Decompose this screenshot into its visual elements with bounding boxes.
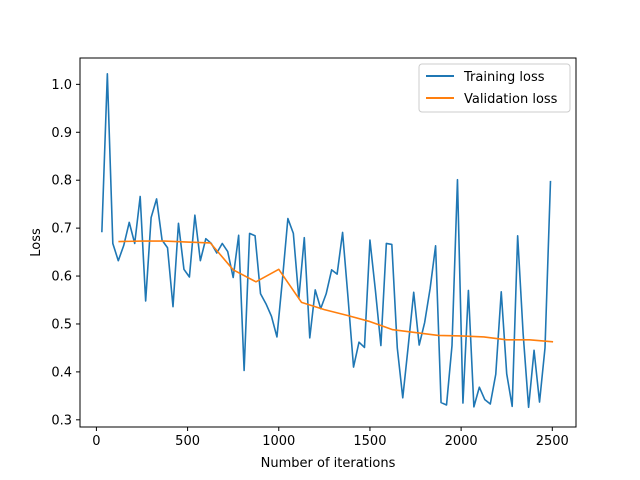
y-tick-label: 0.4 <box>51 365 72 380</box>
y-tick-label: 0.9 <box>51 126 72 141</box>
legend-label-training-loss: Training loss <box>463 70 545 85</box>
y-tick-label: 0.8 <box>51 174 72 189</box>
y-tick-label: 1.0 <box>51 78 72 93</box>
y-tick-label: 0.6 <box>51 270 72 285</box>
y-tick-label: 0.7 <box>51 222 72 237</box>
plot-area <box>101 73 554 409</box>
series-line-training-loss <box>101 73 552 409</box>
x-tick-label: 0 <box>92 434 100 449</box>
x-tick-label: 2500 <box>536 434 569 449</box>
series-line-validation-loss <box>118 240 554 343</box>
x-tick-label: 500 <box>175 434 200 449</box>
y-tick-label: 0.5 <box>51 317 72 332</box>
legend-box <box>418 63 571 113</box>
legend: Training loss Validation loss <box>418 63 571 113</box>
legend-label-validation-loss: Validation loss <box>464 92 558 107</box>
x-tick-label: 1500 <box>353 434 386 449</box>
x-axis-label: Number of iterations <box>261 456 396 471</box>
axes-frame <box>79 57 577 428</box>
y-tick-label: 0.3 <box>51 413 72 428</box>
x-tick-label: 1000 <box>262 434 295 449</box>
y-axis-label: Loss <box>29 228 44 257</box>
axes: 0 500 1000 1500 2000 2500 0.3 0.4 0.5 0.6 0.7 0.8 0.… <box>51 57 577 449</box>
x-tick-label: 2000 <box>445 434 478 449</box>
